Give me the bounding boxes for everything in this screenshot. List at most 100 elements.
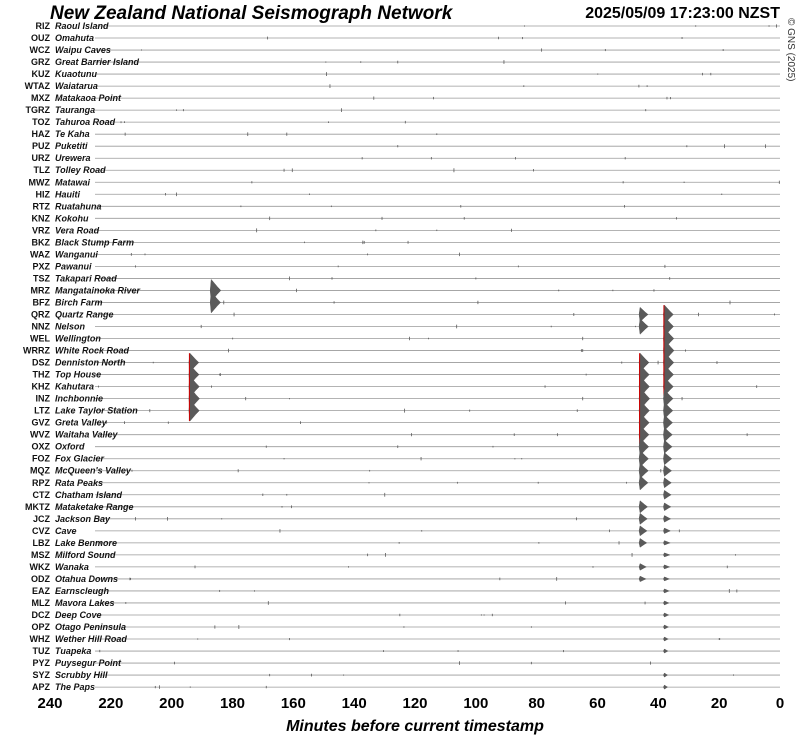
station-code: TSZ <box>33 273 51 283</box>
x-tick-label: 140 <box>342 695 367 712</box>
station-name: Vera Road <box>55 225 100 235</box>
station-name: White Rock Road <box>55 346 130 356</box>
station-code: WRRZ <box>23 346 50 356</box>
station-name: Lake Taylor Station <box>55 406 138 416</box>
station-code: PXZ <box>32 261 50 271</box>
station-code: TUZ <box>33 646 51 656</box>
station-code: NNZ <box>32 322 51 332</box>
seismic-signal-mktz <box>663 502 672 512</box>
x-tick-label: 40 <box>650 695 667 712</box>
x-tick-label: 20 <box>711 695 728 712</box>
station-name: Deep Cove <box>55 610 102 620</box>
station-name: Mataketake Range <box>55 502 134 512</box>
seismic-signal-tuz <box>663 648 669 654</box>
station-name: Tolley Road <box>55 165 106 175</box>
station-code: HAZ <box>32 129 51 139</box>
station-code: MSZ <box>31 550 51 560</box>
station-name: Wether Hill Road <box>55 634 127 644</box>
station-name: Great Barrier Island <box>55 57 140 67</box>
station-name: Top House <box>55 370 101 380</box>
seismic-signal-rpz <box>638 475 649 491</box>
station-code: OUZ <box>31 33 51 43</box>
station-name: Black Stump Farm <box>55 237 134 247</box>
x-tick-label: 80 <box>528 695 545 712</box>
station-code: BKZ <box>32 237 51 247</box>
station-code: DCZ <box>32 610 51 620</box>
chart-title: New Zealand National Seismograph Network <box>50 3 453 24</box>
station-code: KHZ <box>32 382 51 392</box>
seismic-signal-wvz <box>663 427 673 443</box>
station-code: SYZ <box>32 670 50 680</box>
x-tick-label: 60 <box>589 695 606 712</box>
seismic-signal-jcz <box>638 512 648 525</box>
station-code: WCZ <box>30 45 51 55</box>
station-code: FOZ <box>32 454 50 464</box>
x-tick-label: 0 <box>776 695 784 712</box>
seismic-signal-foz <box>663 452 673 466</box>
current-timestamp: 2025/05/09 17:23:00 NZST <box>585 5 780 22</box>
station-name: Denniston North <box>55 358 126 368</box>
station-name: The Paps <box>55 682 95 692</box>
station-code: MKTZ <box>25 502 50 512</box>
seismic-signal-mktz <box>638 500 648 514</box>
station-name: Pawanui <box>55 261 92 271</box>
station-code: PYZ <box>32 658 50 668</box>
x-tick-label: 220 <box>98 695 123 712</box>
station-traces <box>95 24 780 689</box>
seismic-signal-cvz <box>638 525 648 537</box>
station-code: GVZ <box>31 418 50 428</box>
seismic-signal-wkz <box>638 563 647 571</box>
seismic-signal-msz <box>663 552 671 558</box>
station-code: LBZ <box>33 538 51 548</box>
station-name: Inchbonnie <box>55 394 103 404</box>
station-code: WAZ <box>30 249 50 259</box>
station-name: Oxford <box>55 442 85 452</box>
station-code: ODZ <box>31 574 51 584</box>
seismic-signal-nnz <box>638 318 649 335</box>
station-name: Milford Sound <box>55 550 116 560</box>
x-tick-label: 180 <box>220 695 245 712</box>
station-name: Scrubby Hill <box>55 670 108 680</box>
seismic-signal-dcz <box>663 612 670 618</box>
seismic-signal-syz <box>663 672 669 678</box>
station-name: Ruatahuna <box>55 201 102 211</box>
station-name: Chatham Island <box>55 490 123 500</box>
seismic-signal-wkz <box>663 564 671 570</box>
station-code: MWZ <box>29 177 51 187</box>
x-axis-label: Minutes before current timestamp <box>286 718 544 735</box>
station-code: TGRZ <box>26 105 51 115</box>
station-name: Nelson <box>55 322 86 332</box>
seismic-signal-ctz <box>663 489 672 500</box>
event-signals <box>188 278 675 690</box>
station-name: Otago Peninsula <box>55 622 126 632</box>
station-name: Mangatainoka River <box>55 285 141 295</box>
station-name: Rata Peaks <box>55 478 103 488</box>
station-code: HIZ <box>36 189 51 199</box>
station-name: Otahua Downs <box>55 574 118 584</box>
station-code: GRZ <box>31 57 51 67</box>
station-name: Wellington <box>55 334 101 344</box>
station-code: WKZ <box>30 562 51 572</box>
station-code: MQZ <box>30 466 50 476</box>
seismic-signal-bfz <box>209 291 221 314</box>
station-name: Te Kaha <box>55 129 90 139</box>
station-name: Puketiti <box>55 141 88 151</box>
station-name: Waipu Caves <box>55 45 111 55</box>
station-name: Tahuroa Road <box>55 117 116 127</box>
station-name: Tuapeka <box>55 646 91 656</box>
x-tick-label: 160 <box>281 695 306 712</box>
station-code: KUZ <box>32 69 51 79</box>
station-name: Wanganui <box>55 249 98 259</box>
station-code: OPZ <box>31 622 50 632</box>
station-name: Wanaka <box>55 562 89 572</box>
station-code: EAZ <box>32 586 51 596</box>
x-axis-ticks: 240 220 200 180 160 140 120 100 80 60 40 20 0 <box>37 695 784 712</box>
station-code: MLZ <box>32 598 51 608</box>
x-tick-label: 240 <box>37 695 62 712</box>
seismic-signal-oxz <box>663 439 673 454</box>
station-name: Birch Farm <box>55 297 103 307</box>
station-name: Jackson Bay <box>55 514 111 524</box>
station-code: MXZ <box>31 93 51 103</box>
station-code: WHZ <box>30 634 51 644</box>
station-code: WTAZ <box>25 81 51 91</box>
